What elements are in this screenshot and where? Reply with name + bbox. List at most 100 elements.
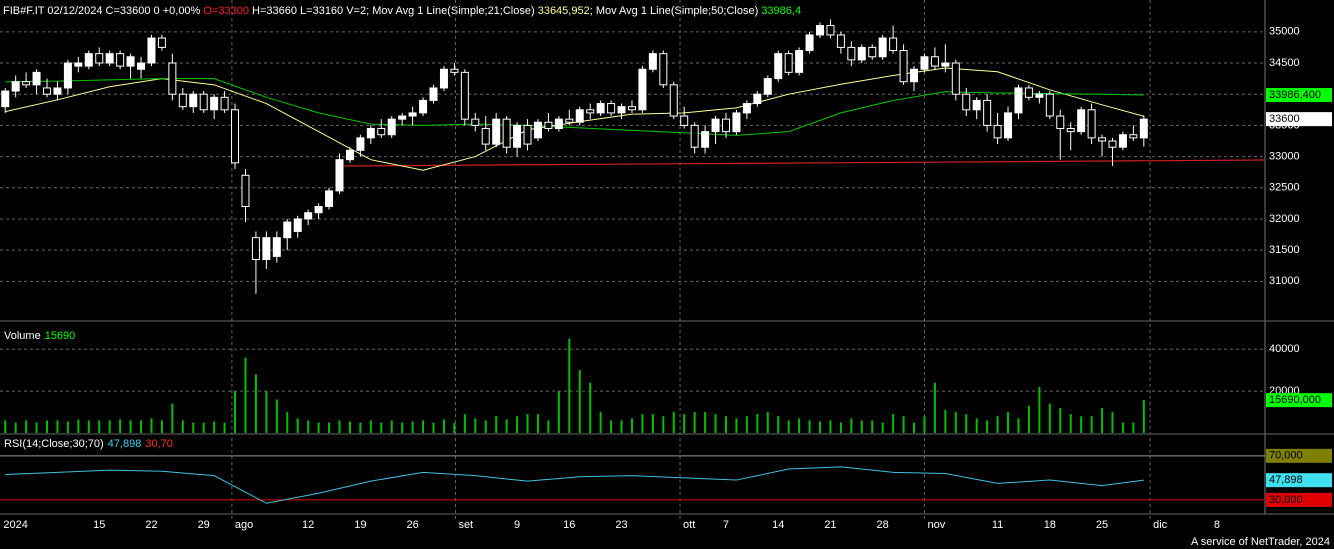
- volume-bar: [798, 418, 801, 433]
- candle-body: [701, 131, 710, 148]
- candle-body: [941, 62, 950, 67]
- candle-body: [523, 124, 532, 145]
- volume-bar: [119, 419, 122, 433]
- volume-bar: [453, 422, 456, 433]
- candle-body: [105, 53, 114, 64]
- candle-body: [157, 37, 166, 48]
- candle-body: [1056, 115, 1065, 129]
- candle-body: [199, 93, 208, 111]
- candle-body: [481, 127, 490, 145]
- volume-bar: [933, 382, 936, 433]
- volume-bar: [223, 422, 226, 433]
- header-part: H=33660 L=33160 V=2; Mov Avg 1 Line(Simp…: [249, 5, 538, 17]
- candle-body: [920, 56, 929, 70]
- volume-bar: [902, 416, 905, 433]
- volume-bar: [181, 420, 184, 433]
- x-tick-label: 19: [354, 519, 366, 531]
- candle-body: [419, 99, 428, 114]
- candle-body: [1118, 134, 1127, 148]
- value-badge-label: 47,898: [1269, 474, 1303, 486]
- candle-body: [53, 87, 62, 95]
- volume-bar: [892, 414, 895, 433]
- candle-body: [617, 106, 626, 114]
- candle-body: [533, 121, 542, 139]
- candle-body: [627, 106, 636, 111]
- x-tick-label: 18: [1044, 519, 1056, 531]
- panel-title-name: Volume: [4, 330, 41, 342]
- value-badge: [1266, 492, 1332, 507]
- x-tick-label: 8: [1214, 519, 1220, 531]
- candle-body: [962, 93, 971, 111]
- y-tick-label: 35000: [1269, 26, 1300, 38]
- x-tick-label: 23: [615, 519, 627, 531]
- candle-body: [847, 46, 856, 61]
- candle-body: [1035, 93, 1044, 98]
- header-part: FIB#F.IT 02/12/2024 C=33600 0 +0,00%: [3, 5, 203, 17]
- candle-body: [930, 56, 939, 67]
- candle-body: [565, 118, 574, 123]
- volume-bar: [923, 416, 926, 433]
- volume-bar: [630, 418, 633, 433]
- candle-body: [1, 90, 10, 108]
- x-tick-label: 15: [93, 519, 105, 531]
- candle-body: [753, 93, 762, 105]
- volume-bar: [589, 382, 592, 433]
- x-month-label: ago: [235, 519, 253, 531]
- candle-body: [1098, 137, 1107, 142]
- volume-bar: [620, 420, 623, 433]
- volume-bar: [129, 420, 132, 433]
- candle-body: [721, 118, 730, 133]
- candle-body: [95, 53, 104, 64]
- x-tick-label: 9: [514, 519, 520, 531]
- header: FIB#F.IT 02/12/2024 C=33600 0 +0,00% O=3…: [3, 5, 801, 17]
- volume-bar: [307, 420, 310, 433]
- candle-body: [22, 81, 31, 86]
- volume-bar: [965, 414, 968, 433]
- volume-bar: [348, 421, 351, 433]
- x-month-label: dic: [1153, 519, 1168, 531]
- volume-bar: [275, 399, 278, 433]
- volume-bar: [871, 420, 874, 433]
- x-month-label: nov: [927, 519, 945, 531]
- candle-body: [84, 53, 93, 67]
- candle-body: [272, 237, 281, 257]
- candle-body: [314, 205, 323, 214]
- volume-bar: [599, 412, 602, 433]
- volume-bar: [662, 416, 665, 433]
- volume-bar: [380, 422, 383, 433]
- candle-body: [1077, 109, 1086, 133]
- candle-body: [1066, 127, 1075, 133]
- value-badge-label: 15690,000: [1269, 394, 1321, 406]
- x-tick-label: 25: [1096, 519, 1108, 531]
- panel-title-part: 47,898: [108, 438, 142, 450]
- candle-body: [439, 68, 448, 89]
- candle-body: [293, 218, 302, 232]
- candle-body: [889, 37, 898, 52]
- panel-title: RSI(14;Close;30;70) 47,898 30,70: [4, 438, 173, 450]
- candle-body: [836, 34, 845, 48]
- volume-bar: [495, 416, 498, 433]
- candle-body: [366, 127, 375, 139]
- volume-bar: [1027, 405, 1030, 433]
- x-tick-label: 2024: [3, 519, 27, 531]
- candle-body: [32, 71, 41, 86]
- candle-body: [43, 87, 52, 95]
- volume-bar: [641, 414, 644, 433]
- volume-bar: [745, 416, 748, 433]
- candle-body: [586, 109, 595, 114]
- volume-bar: [1059, 407, 1062, 433]
- candle-body: [742, 103, 751, 114]
- candle-body: [774, 53, 783, 80]
- candle-body: [878, 37, 887, 58]
- volume-bar: [944, 409, 947, 433]
- volume-bar: [46, 420, 49, 433]
- volume-bar: [610, 420, 613, 433]
- volume-bar: [1121, 422, 1124, 433]
- candle-body: [74, 62, 83, 67]
- volume-bar: [254, 374, 257, 433]
- volume-bar: [557, 391, 560, 433]
- volume-bar: [547, 420, 550, 433]
- volume-bar: [328, 422, 331, 433]
- candle-body: [544, 121, 553, 129]
